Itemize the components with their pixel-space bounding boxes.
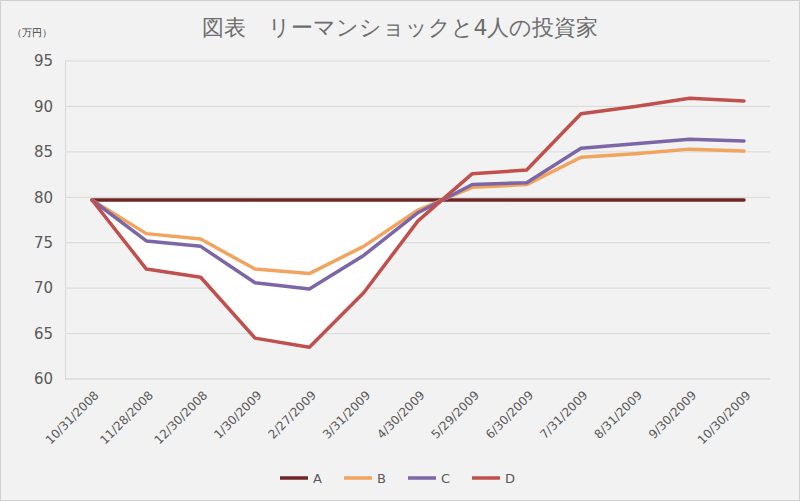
legend-label: A <box>313 471 322 486</box>
plot-area <box>92 98 744 347</box>
x-tick: 4/30/2009 <box>374 379 427 442</box>
grid-line <box>65 333 770 334</box>
x-axis-line <box>65 379 770 380</box>
x-tick-label: 8/31/2009 <box>592 388 645 441</box>
x-tick: 7/31/2009 <box>537 379 590 442</box>
legend-label: D <box>505 471 515 486</box>
x-tick: 8/31/2009 <box>592 379 645 442</box>
x-tick-label: 9/30/2009 <box>646 388 699 441</box>
x-axis: 10/31/200811/28/200812/30/20081/30/20092… <box>43 379 770 447</box>
y-tick-label: 95 <box>34 52 53 70</box>
y-tick: 65 <box>34 325 65 343</box>
y-tick: 95 <box>34 52 65 70</box>
series-line <box>92 98 744 347</box>
y-axis: 60 65 70 75 80 85 90 95 <box>34 52 66 388</box>
x-tick: 12/30/2008 <box>151 379 210 447</box>
grid-line <box>65 288 770 289</box>
legend-swatch <box>280 476 308 480</box>
x-tick: 10/30/2009 <box>695 379 754 447</box>
legend: A B C D <box>280 471 515 486</box>
legend-swatch <box>472 476 500 480</box>
y-tick: 70 <box>34 279 65 297</box>
x-tick: 6/30/2009 <box>483 379 536 442</box>
x-tick: 11/28/2008 <box>97 379 156 447</box>
grid-line <box>65 106 770 107</box>
shade-group <box>92 200 744 347</box>
legend-swatch <box>344 476 372 480</box>
y-tick-label: 70 <box>34 279 53 297</box>
y-tick-label: 80 <box>34 189 53 207</box>
y-tick: 60 <box>34 370 65 388</box>
series-line <box>92 139 744 289</box>
grid-line <box>65 379 770 380</box>
shaded-area <box>92 200 744 347</box>
x-tick: 1/30/2009 <box>211 379 264 442</box>
y-tick-label: 75 <box>34 234 53 252</box>
x-tick: 9/30/2009 <box>646 379 699 442</box>
legend-label: B <box>377 471 386 486</box>
x-tick-label: 10/30/2009 <box>695 388 754 447</box>
y-tick-label: 85 <box>34 143 53 161</box>
y-tick: 90 <box>34 98 65 116</box>
x-tick-label: 12/30/2008 <box>151 388 210 447</box>
y-unit-label: （万円） <box>12 27 52 38</box>
series-line <box>92 198 744 202</box>
x-tick-label: 3/31/2009 <box>320 388 373 441</box>
x-tick-label: 7/31/2009 <box>537 388 590 441</box>
grid-line <box>65 197 770 198</box>
y-tick-label: 60 <box>34 370 53 388</box>
grid-line <box>65 61 770 62</box>
x-tick-label: 11/28/2008 <box>97 388 156 447</box>
y-axis-line <box>65 62 66 380</box>
x-tick: 2/27/2009 <box>266 379 319 442</box>
y-tick: 80 <box>34 189 65 207</box>
chart: 60 65 70 75 80 85 90 95 10/31/200811/28/200812/3… <box>0 0 800 501</box>
title: 図表 リーマンショックと4人の投資家 <box>202 15 599 40</box>
x-tick-label: 4/30/2009 <box>374 388 427 441</box>
y-tick-label: 90 <box>34 98 53 116</box>
y-tick-label: 65 <box>34 325 53 343</box>
x-tick: 5/29/2009 <box>429 379 482 442</box>
x-tick: 3/31/2009 <box>320 379 373 442</box>
x-tick-label: 5/29/2009 <box>429 388 482 441</box>
legend-label: C <box>441 471 450 486</box>
x-tick-label: 6/30/2009 <box>483 388 536 441</box>
background <box>1 1 800 501</box>
y-tick: 85 <box>34 143 65 161</box>
x-tick-label: 2/27/2009 <box>266 388 319 441</box>
x-tick-label: 10/31/2008 <box>43 388 102 447</box>
y-tick: 75 <box>34 234 65 252</box>
x-tick: 10/31/2008 <box>43 379 102 447</box>
legend-swatch <box>408 476 436 480</box>
x-tick-label: 1/30/2009 <box>211 388 264 441</box>
grid <box>65 61 770 379</box>
